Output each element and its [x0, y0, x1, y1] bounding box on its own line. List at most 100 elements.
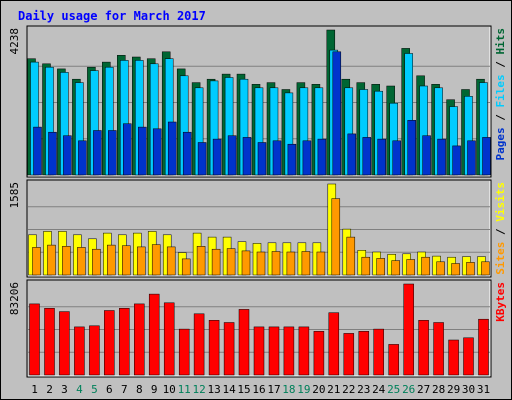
bar-sites — [286, 251, 296, 276]
bar-sites — [62, 246, 71, 276]
x-tick-label: 6 — [106, 383, 113, 396]
bar-pages — [332, 51, 342, 176]
bar-pages — [392, 140, 401, 176]
bar-kbytes — [29, 303, 40, 376]
bar-sites — [151, 244, 161, 276]
x-tick-label: 24 — [372, 383, 386, 396]
x-tick-label: 23 — [357, 383, 370, 396]
x-axis-labels: 1 2 3 4 5 6 7 8 9 10 11 12 13 14 15 16 17 18 19 20 21 22 23 24 2… — [31, 383, 490, 396]
legend-separator: / — [494, 108, 507, 128]
bar-kbytes — [298, 326, 310, 376]
x-tick-label: 25 — [387, 383, 400, 396]
x-tick-label: 30 — [462, 383, 475, 396]
bar-pages — [93, 130, 102, 176]
bar-kbytes — [104, 310, 115, 376]
bar-pages — [272, 140, 282, 176]
x-tick-label: 13 — [207, 383, 220, 396]
x-tick-label: 3 — [61, 383, 68, 396]
bar-sites — [196, 246, 206, 276]
legend-entry: Files — [494, 74, 507, 107]
bar-sites — [256, 251, 266, 276]
bar-sites — [316, 251, 326, 276]
bar-pages — [482, 137, 491, 176]
bar-pages — [407, 120, 416, 176]
bar-pages — [48, 131, 57, 176]
panel-pages-files-hits: 4238 Pages / Files / Hits — [8, 25, 507, 178]
bar-pages — [377, 138, 386, 176]
bar-pages — [287, 143, 297, 176]
x-tick-label: 2 — [46, 383, 53, 396]
bar-kbytes — [74, 326, 85, 376]
bar-sites — [451, 263, 460, 276]
legend-entry: Hits — [494, 28, 507, 55]
bar-sites — [77, 247, 86, 276]
x-tick-label: 14 — [222, 383, 236, 396]
legend: KBytes — [494, 282, 507, 322]
x-tick-label: 15 — [237, 383, 250, 396]
chart-panels: 4238 Pages / Files / Hits 1585 Sites / Visi… — [8, 25, 507, 378]
bar-kbytes — [448, 339, 459, 376]
legend-entry: Pages — [494, 127, 507, 160]
bar-kbytes — [178, 328, 190, 376]
chart-title: Daily usage for March 2017 — [18, 9, 206, 23]
bar-pages — [123, 123, 132, 176]
bar-sites — [436, 261, 445, 276]
bar-kbytes — [403, 283, 414, 376]
bar-kbytes — [59, 311, 70, 376]
bar-pages — [63, 135, 72, 176]
bar-sites — [241, 250, 251, 276]
bar-pages — [302, 140, 312, 176]
bar-pages — [167, 121, 177, 176]
x-tick-label: 27 — [417, 383, 430, 396]
x-tick-label: 22 — [342, 383, 355, 396]
bar-sites — [107, 244, 116, 276]
legend: Pages / Files / Hits — [494, 28, 507, 161]
bar-kbytes — [89, 325, 100, 376]
bar-pages — [152, 128, 162, 176]
bar-kbytes — [253, 326, 265, 376]
bar-kbytes — [163, 302, 175, 376]
x-tick-label: 28 — [432, 383, 445, 396]
bar-sites — [301, 251, 311, 276]
bar-pages — [78, 140, 87, 176]
bar-sites — [331, 198, 341, 276]
bar-kbytes — [463, 337, 474, 376]
series-sites — [32, 198, 490, 276]
x-tick-label: 8 — [136, 383, 143, 396]
bar-sites — [466, 262, 475, 276]
x-tick-label: 19 — [297, 383, 310, 396]
panel-visits-sites: 1585 Sites / Visits — [8, 179, 507, 278]
bar-kbytes — [328, 312, 340, 376]
x-tick-label: 12 — [192, 383, 205, 396]
bar-sites — [226, 248, 236, 276]
bar-sites — [166, 246, 176, 276]
legend-separator: / — [494, 222, 507, 242]
x-tick-label: 10 — [163, 383, 176, 396]
x-tick-label: 9 — [151, 383, 158, 396]
bar-pages — [257, 142, 267, 176]
bar-kbytes — [268, 326, 280, 376]
legend-separator: / — [494, 55, 507, 75]
x-tick-label: 4 — [76, 383, 83, 396]
bar-sites — [122, 245, 131, 276]
series-pages — [33, 51, 491, 176]
bar-sites — [181, 258, 191, 276]
bar-kbytes — [388, 344, 399, 376]
bar-kbytes — [418, 320, 429, 376]
bar-kbytes — [148, 293, 160, 376]
x-tick-label: 5 — [91, 383, 98, 396]
bar-kbytes — [358, 331, 370, 376]
bar-pages — [182, 131, 192, 176]
bar-pages — [422, 135, 431, 176]
bar-pages — [242, 137, 252, 176]
bar-sites — [137, 246, 146, 276]
bar-pages — [33, 126, 42, 176]
legend-entry: Sites — [494, 242, 507, 275]
x-tick-label: 29 — [447, 383, 460, 396]
legend: Sites / Visits — [494, 182, 507, 275]
bar-kbytes — [433, 322, 444, 376]
series-files — [30, 49, 488, 176]
y-max-label: 4238 — [8, 28, 21, 55]
x-tick-label: 26 — [402, 383, 415, 396]
